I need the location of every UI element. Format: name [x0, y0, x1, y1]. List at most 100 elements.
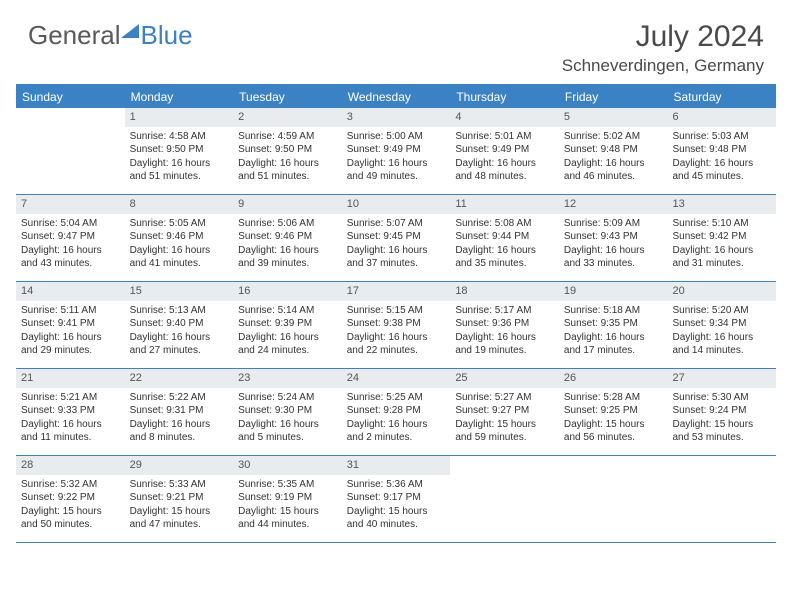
sunset-text: Sunset: 9:34 PM: [672, 317, 771, 331]
sunset-text: Sunset: 9:48 PM: [672, 143, 771, 157]
cell-content: Sunrise: 5:11 AMSunset: 9:41 PMDaylight:…: [16, 301, 125, 363]
cell-content: Sunrise: 5:01 AMSunset: 9:49 PMDaylight:…: [450, 127, 559, 189]
daylight-text: Daylight: 15 hours and 59 minutes.: [455, 418, 554, 445]
daylight-text: Daylight: 16 hours and 45 minutes.: [672, 157, 771, 184]
logo-triangle-icon: [121, 24, 139, 38]
sunset-text: Sunset: 9:42 PM: [672, 230, 771, 244]
sunset-text: Sunset: 9:30 PM: [238, 404, 337, 418]
daylight-text: Daylight: 16 hours and 33 minutes.: [564, 244, 663, 271]
calendar-week: 21Sunrise: 5:21 AMSunset: 9:33 PMDayligh…: [16, 369, 776, 456]
sunrise-text: Sunrise: 5:36 AM: [347, 478, 446, 492]
date-number: 23: [233, 369, 342, 388]
date-number: 29: [125, 456, 234, 475]
sunrise-text: Sunrise: 5:03 AM: [672, 130, 771, 144]
daylight-text: Daylight: 15 hours and 40 minutes.: [347, 505, 446, 532]
daylight-text: Daylight: 16 hours and 19 minutes.: [455, 331, 554, 358]
sunrise-text: Sunrise: 5:27 AM: [455, 391, 554, 405]
calendar-week: 14Sunrise: 5:11 AMSunset: 9:41 PMDayligh…: [16, 282, 776, 369]
day-header-cell: Monday: [125, 86, 234, 108]
sunrise-text: Sunrise: 5:17 AM: [455, 304, 554, 318]
cell-content: Sunrise: 5:06 AMSunset: 9:46 PMDaylight:…: [233, 214, 342, 276]
sunset-text: Sunset: 9:19 PM: [238, 491, 337, 505]
daylight-text: Daylight: 16 hours and 27 minutes.: [130, 331, 229, 358]
sunset-text: Sunset: 9:48 PM: [564, 143, 663, 157]
weeks-container: 1Sunrise: 4:58 AMSunset: 9:50 PMDaylight…: [16, 108, 776, 543]
sunrise-text: Sunrise: 5:20 AM: [672, 304, 771, 318]
date-number: 14: [16, 282, 125, 301]
calendar-cell: [450, 456, 559, 542]
calendar-cell: 6Sunrise: 5:03 AMSunset: 9:48 PMDaylight…: [667, 108, 776, 194]
cell-content: Sunrise: 5:32 AMSunset: 9:22 PMDaylight:…: [16, 475, 125, 537]
sunset-text: Sunset: 9:35 PM: [564, 317, 663, 331]
daylight-text: Daylight: 16 hours and 51 minutes.: [238, 157, 337, 184]
sunset-text: Sunset: 9:47 PM: [21, 230, 120, 244]
calendar-cell: 21Sunrise: 5:21 AMSunset: 9:33 PMDayligh…: [16, 369, 125, 455]
cell-content: Sunrise: 5:15 AMSunset: 9:38 PMDaylight:…: [342, 301, 451, 363]
cell-content: Sunrise: 5:09 AMSunset: 9:43 PMDaylight:…: [559, 214, 668, 276]
calendar-cell: 13Sunrise: 5:10 AMSunset: 9:42 PMDayligh…: [667, 195, 776, 281]
cell-content: Sunrise: 5:02 AMSunset: 9:48 PMDaylight:…: [559, 127, 668, 189]
date-number: 6: [667, 108, 776, 127]
sunset-text: Sunset: 9:22 PM: [21, 491, 120, 505]
date-number: 22: [125, 369, 234, 388]
sunrise-text: Sunrise: 5:13 AM: [130, 304, 229, 318]
logo: General Blue: [28, 20, 193, 51]
sunrise-text: Sunrise: 5:11 AM: [21, 304, 120, 318]
calendar-cell: 3Sunrise: 5:00 AMSunset: 9:49 PMDaylight…: [342, 108, 451, 194]
sunset-text: Sunset: 9:49 PM: [455, 143, 554, 157]
calendar-cell: 10Sunrise: 5:07 AMSunset: 9:45 PMDayligh…: [342, 195, 451, 281]
date-number: 26: [559, 369, 668, 388]
sunrise-text: Sunrise: 5:22 AM: [130, 391, 229, 405]
daylight-text: Daylight: 15 hours and 47 minutes.: [130, 505, 229, 532]
day-header-cell: Saturday: [667, 86, 776, 108]
sunset-text: Sunset: 9:43 PM: [564, 230, 663, 244]
date-number: 20: [667, 282, 776, 301]
daylight-text: Daylight: 16 hours and 5 minutes.: [238, 418, 337, 445]
sunset-text: Sunset: 9:50 PM: [130, 143, 229, 157]
date-number: 10: [342, 195, 451, 214]
sunset-text: Sunset: 9:41 PM: [21, 317, 120, 331]
date-number: 13: [667, 195, 776, 214]
sunset-text: Sunset: 9:28 PM: [347, 404, 446, 418]
calendar-cell: 30Sunrise: 5:35 AMSunset: 9:19 PMDayligh…: [233, 456, 342, 542]
day-header-cell: Sunday: [16, 86, 125, 108]
date-number: 21: [16, 369, 125, 388]
calendar-cell: 7Sunrise: 5:04 AMSunset: 9:47 PMDaylight…: [16, 195, 125, 281]
sunset-text: Sunset: 9:17 PM: [347, 491, 446, 505]
cell-content: Sunrise: 5:04 AMSunset: 9:47 PMDaylight:…: [16, 214, 125, 276]
logo-text-1: General: [28, 20, 121, 51]
sunset-text: Sunset: 9:45 PM: [347, 230, 446, 244]
calendar-cell: [667, 456, 776, 542]
sunrise-text: Sunrise: 5:04 AM: [21, 217, 120, 231]
calendar-cell: 15Sunrise: 5:13 AMSunset: 9:40 PMDayligh…: [125, 282, 234, 368]
sunrise-text: Sunrise: 5:14 AM: [238, 304, 337, 318]
cell-content: Sunrise: 5:28 AMSunset: 9:25 PMDaylight:…: [559, 388, 668, 450]
daylight-text: Daylight: 16 hours and 22 minutes.: [347, 331, 446, 358]
sunrise-text: Sunrise: 5:00 AM: [347, 130, 446, 144]
calendar-cell: 14Sunrise: 5:11 AMSunset: 9:41 PMDayligh…: [16, 282, 125, 368]
cell-content: Sunrise: 5:03 AMSunset: 9:48 PMDaylight:…: [667, 127, 776, 189]
daylight-text: Daylight: 15 hours and 56 minutes.: [564, 418, 663, 445]
date-number: 18: [450, 282, 559, 301]
calendar-week: 7Sunrise: 5:04 AMSunset: 9:47 PMDaylight…: [16, 195, 776, 282]
sunrise-text: Sunrise: 5:08 AM: [455, 217, 554, 231]
date-number: 24: [342, 369, 451, 388]
sunrise-text: Sunrise: 5:07 AM: [347, 217, 446, 231]
sunrise-text: Sunrise: 5:32 AM: [21, 478, 120, 492]
sunrise-text: Sunrise: 5:25 AM: [347, 391, 446, 405]
sunrise-text: Sunrise: 5:02 AM: [564, 130, 663, 144]
date-number: 28: [16, 456, 125, 475]
date-number: 12: [559, 195, 668, 214]
sunset-text: Sunset: 9:24 PM: [672, 404, 771, 418]
sunrise-text: Sunrise: 5:01 AM: [455, 130, 554, 144]
daylight-text: Daylight: 15 hours and 53 minutes.: [672, 418, 771, 445]
calendar-week: 28Sunrise: 5:32 AMSunset: 9:22 PMDayligh…: [16, 456, 776, 543]
cell-content: Sunrise: 5:33 AMSunset: 9:21 PMDaylight:…: [125, 475, 234, 537]
calendar-cell: 5Sunrise: 5:02 AMSunset: 9:48 PMDaylight…: [559, 108, 668, 194]
cell-content: Sunrise: 5:35 AMSunset: 9:19 PMDaylight:…: [233, 475, 342, 537]
daylight-text: Daylight: 16 hours and 41 minutes.: [130, 244, 229, 271]
sunrise-text: Sunrise: 5:05 AM: [130, 217, 229, 231]
date-number: 16: [233, 282, 342, 301]
calendar-cell: 12Sunrise: 5:09 AMSunset: 9:43 PMDayligh…: [559, 195, 668, 281]
date-number: 15: [125, 282, 234, 301]
